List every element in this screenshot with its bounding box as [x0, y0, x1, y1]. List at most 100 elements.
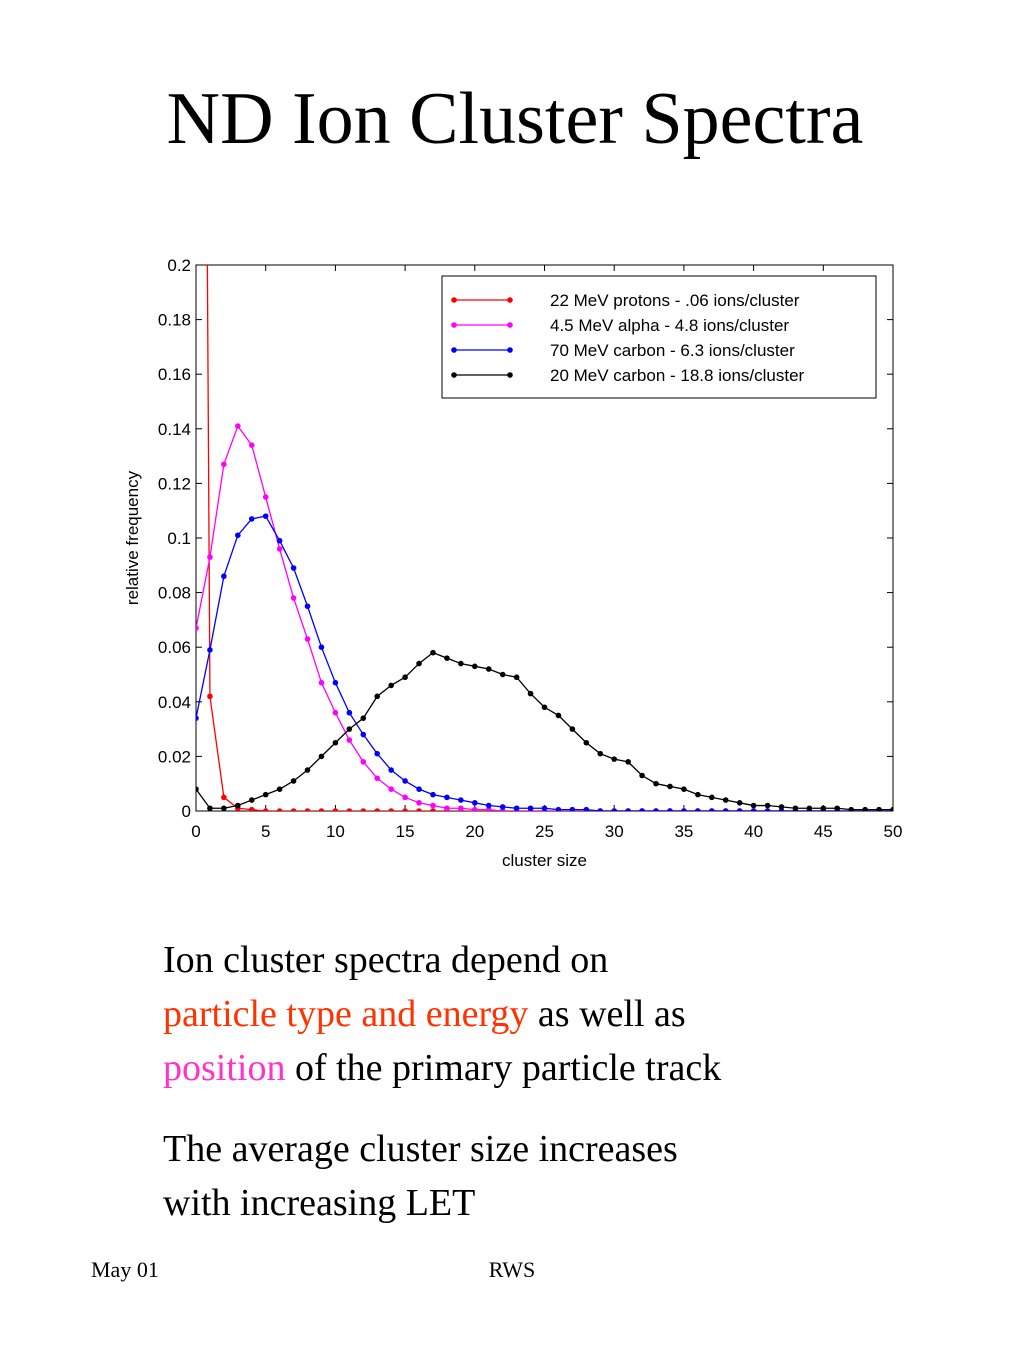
- text-line: with increasing LET: [163, 1182, 475, 1224]
- data-point: [639, 808, 645, 811]
- data-point: [472, 806, 478, 811]
- data-point: [848, 806, 854, 811]
- data-point: [402, 794, 408, 801]
- y-tick-label: 0.18: [158, 311, 191, 330]
- data-point: [485, 666, 492, 672]
- data-point: [695, 791, 701, 798]
- y-tick-label: 0.12: [158, 474, 191, 493]
- y-tick-label: 0.08: [158, 584, 191, 603]
- data-point: [527, 805, 534, 811]
- data-point: [416, 808, 422, 811]
- legend-marker: [507, 322, 513, 328]
- data-point: [513, 674, 520, 681]
- data-point: [248, 797, 255, 803]
- data-point: [555, 712, 562, 719]
- data-point: [792, 805, 799, 811]
- data-point: [890, 806, 893, 811]
- data-point: [736, 800, 743, 806]
- footer-center: RWS: [489, 1257, 535, 1282]
- data-point: [541, 704, 548, 711]
- data-point: [402, 778, 408, 784]
- legend-label: 20 MeV carbon - 18.8 ions/cluster: [550, 366, 805, 385]
- data-point: [388, 767, 394, 773]
- data-point: [235, 423, 241, 429]
- data-point: [346, 726, 353, 732]
- data-point: [290, 595, 297, 601]
- data-point: [667, 808, 673, 811]
- legend-marker: [451, 297, 457, 303]
- data-point: [625, 808, 631, 811]
- data-point: [583, 806, 590, 811]
- data-point: [876, 806, 882, 811]
- data-point: [639, 772, 645, 779]
- x-tick-label: 35: [674, 822, 693, 841]
- data-point: [235, 802, 241, 809]
- text-run: particle type and energy: [163, 993, 528, 1035]
- data-point: [416, 660, 422, 667]
- data-point: [304, 767, 311, 773]
- data-point: [750, 802, 757, 809]
- data-point: [555, 806, 562, 811]
- legend-marker: [451, 347, 457, 353]
- text-run: The average cluster size increases: [163, 1128, 678, 1170]
- data-point: [764, 802, 771, 809]
- data-point: [834, 805, 841, 811]
- data-point: [360, 731, 367, 738]
- data-point: [485, 802, 492, 809]
- data-point: [764, 808, 771, 811]
- data-point: [527, 690, 534, 697]
- data-point: [262, 513, 269, 519]
- data-point: [374, 693, 381, 700]
- x-tick-label: 5: [261, 822, 270, 841]
- x-tick-label: 15: [396, 822, 415, 841]
- x-tick-label: 45: [814, 822, 833, 841]
- data-point: [221, 805, 227, 811]
- data-point: [458, 805, 464, 811]
- text-run: Ion cluster spectra depend on: [163, 939, 608, 981]
- text-line: particle type and energy as well as: [163, 993, 686, 1035]
- data-point: [444, 655, 450, 661]
- y-tick-label: 0.14: [158, 420, 191, 439]
- data-point: [458, 660, 464, 667]
- data-point: [235, 532, 241, 539]
- y-axis-label: relative frequency: [123, 470, 142, 605]
- data-point: [597, 750, 604, 757]
- data-point: [304, 603, 311, 610]
- x-axis-label: cluster size: [502, 851, 587, 870]
- x-tick-label: 25: [535, 822, 554, 841]
- slide-title: ND Ion Cluster Spectra: [167, 78, 864, 160]
- legend-label: 22 MeV protons - .06 ions/cluster: [550, 291, 800, 310]
- data-point: [430, 791, 436, 798]
- data-point: [681, 786, 687, 792]
- data-point: [196, 625, 199, 631]
- data-point: [318, 808, 325, 811]
- plot-area: [196, 265, 893, 811]
- data-point: [304, 636, 311, 642]
- data-point: [374, 750, 381, 757]
- series-line: [196, 424, 893, 811]
- text-run: with increasing LET: [163, 1182, 475, 1224]
- data-point: [304, 808, 311, 811]
- data-point: [778, 804, 785, 810]
- data-point: [332, 709, 339, 716]
- data-point: [388, 682, 394, 689]
- footer-left: May 01: [91, 1257, 159, 1282]
- y-tick-label: 0.1: [167, 529, 191, 548]
- data-point: [611, 808, 617, 811]
- data-point: [583, 739, 590, 746]
- data-point: [374, 808, 381, 811]
- data-point: [681, 808, 687, 811]
- data-point: [388, 808, 394, 811]
- data-point: [430, 649, 436, 656]
- data-point: [248, 442, 255, 448]
- data-point: [346, 737, 353, 743]
- data-point: [360, 715, 367, 721]
- data-point: [318, 679, 325, 686]
- data-point: [374, 775, 381, 782]
- data-point: [196, 715, 199, 721]
- data-point: [611, 756, 617, 762]
- data-point: [346, 808, 353, 811]
- text-run: of the primary particle track: [285, 1047, 721, 1089]
